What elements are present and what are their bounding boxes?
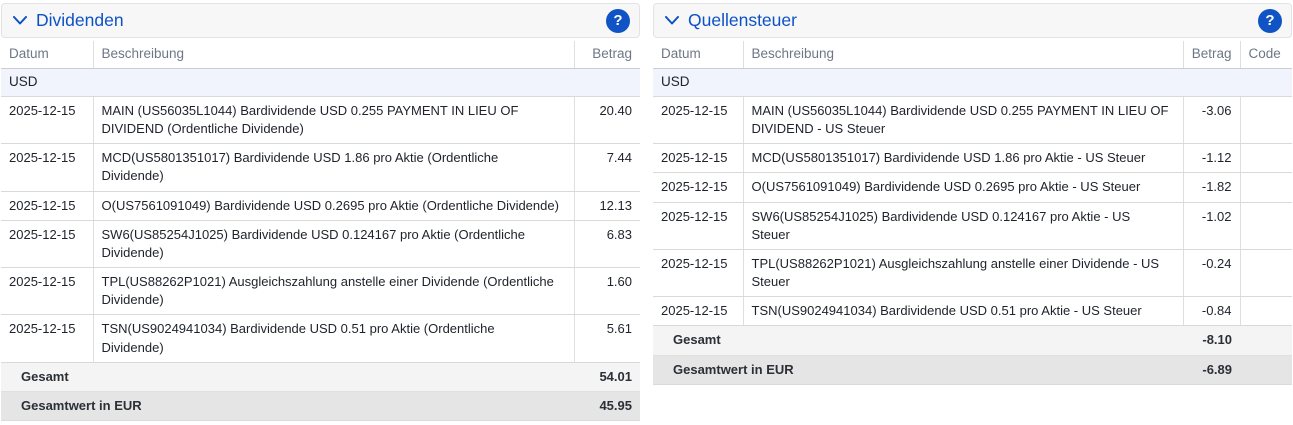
table-row: 2025-12-15 MAIN (US56035L1044) Bardivide… (653, 96, 1292, 145)
date-cell: 2025-12-15 (653, 296, 743, 327)
table-row: 2025-12-15 MCD(US5801351017) Bardividend… (1, 143, 640, 192)
description-cell: TSN(US9024941034) Bardividende USD 0.51 … (92, 314, 574, 363)
total-eur-label: Gesamtwert in EUR (653, 355, 1183, 385)
dividends-section-header[interactable]: Dividenden ? (1, 3, 640, 38)
table-row: 2025-12-15 SW6(US85254J1025) Bardividend… (653, 202, 1292, 250)
total-eur-label: Gesamtwert in EUR (1, 391, 574, 422)
section-title: Quellensteuer (688, 10, 797, 30)
description-cell: TPL(US88262P1021) Ausgleichszahlung anst… (742, 249, 1183, 298)
date-cell: 2025-12-15 (653, 249, 743, 298)
chevron-down-icon[interactable] (13, 16, 27, 25)
amount-cell: 12.13 (573, 191, 640, 221)
column-header-description: Beschreibung (742, 41, 1183, 69)
code-cell (1239, 202, 1292, 250)
code-cell (1240, 325, 1292, 356)
help-icon[interactable]: ? (606, 8, 630, 33)
amount-cell: 6.83 (573, 220, 640, 269)
total-amount: -8.10 (1183, 325, 1240, 356)
withholding-tax-section: Quellensteuer ? Datum Beschreibung Betra… (653, 3, 1292, 421)
withholding-tax-table: Datum Beschreibung Betrag Code USD 2025-… (653, 41, 1292, 385)
date-cell: 2025-12-15 (1, 267, 93, 316)
table-row: 2025-12-15 SW6(US85254J1025) Bardividend… (1, 220, 640, 269)
chevron-down-icon[interactable] (665, 16, 679, 25)
total-eur-amount: 45.95 (574, 391, 640, 422)
date-cell: 2025-12-15 (1, 143, 93, 192)
table-row: 2025-12-15 TPL(US88262P1021) Ausgleichsz… (653, 249, 1292, 298)
column-header-code: Code (1239, 41, 1292, 69)
table-row: 2025-12-15 O(US7561091049) Bardividende … (1, 191, 640, 221)
withholding-tax-section-header[interactable]: Quellensteuer ? (653, 3, 1292, 38)
column-header-amount: Betrag (1182, 41, 1240, 69)
description-cell: TPL(US88262P1021) Ausgleichszahlung anst… (92, 267, 574, 316)
currency-group-row: USD (1, 68, 640, 97)
description-cell: MCD(US5801351017) Bardividende USD 1.86 … (742, 143, 1183, 174)
amount-cell: -1.82 (1182, 172, 1240, 203)
table-row: 2025-12-15 TSN(US9024941034) Bardividend… (1, 314, 640, 363)
date-cell: 2025-12-15 (1, 96, 93, 145)
description-cell: MCD(US5801351017) Bardividende USD 1.86 … (92, 143, 574, 192)
dividends-section: Dividenden ? Datum Beschreibung Betrag U… (1, 3, 640, 422)
total-label: Gesamt (653, 325, 1183, 356)
date-cell: 2025-12-15 (1, 314, 93, 363)
amount-cell: 20.40 (573, 96, 640, 145)
total-row: Gesamt -8.10 (653, 325, 1292, 356)
date-cell: 2025-12-15 (653, 96, 743, 145)
date-cell: 2025-12-15 (1, 220, 93, 269)
amount-cell: -3.06 (1182, 96, 1240, 145)
amount-cell: 7.44 (573, 143, 640, 192)
table-row: 2025-12-15 TSN(US9024941034) Bardividend… (653, 296, 1292, 327)
total-row: Gesamt 54.01 (1, 362, 640, 393)
table-header-row: Datum Beschreibung Betrag Code (653, 41, 1292, 69)
amount-cell: -0.84 (1182, 296, 1240, 327)
code-cell (1239, 296, 1292, 327)
description-cell: SW6(US85254J1025) Bardividende USD 0.124… (742, 202, 1183, 250)
date-cell: 2025-12-15 (1, 191, 93, 221)
code-cell (1239, 143, 1292, 174)
total-eur-amount: -6.89 (1183, 355, 1240, 385)
column-header-date: Datum (1, 41, 93, 69)
amount-cell: -0.24 (1182, 249, 1240, 298)
date-cell: 2025-12-15 (653, 202, 743, 250)
currency-label: USD (1, 68, 640, 97)
currency-label: USD (653, 68, 1292, 97)
column-header-date: Datum (653, 41, 743, 69)
amount-cell: 5.61 (573, 314, 640, 363)
date-cell: 2025-12-15 (653, 172, 743, 203)
description-cell: O(US7561091049) Bardividende USD 0.2695 … (742, 172, 1183, 203)
description-cell: MAIN (US56035L1044) Bardividende USD 0.2… (742, 96, 1183, 145)
column-header-amount: Betrag (573, 41, 640, 69)
total-label: Gesamt (1, 362, 574, 393)
code-cell (1239, 249, 1292, 298)
description-cell: O(US7561091049) Bardividende USD 0.2695 … (92, 191, 574, 221)
table-row: 2025-12-15 TPL(US88262P1021) Ausgleichsz… (1, 267, 640, 316)
amount-cell: 1.60 (573, 267, 640, 316)
description-cell: SW6(US85254J1025) Bardividende USD 0.124… (92, 220, 574, 269)
amount-cell: -1.02 (1182, 202, 1240, 250)
table-row: 2025-12-15 O(US7561091049) Bardividende … (653, 172, 1292, 203)
date-cell: 2025-12-15 (653, 143, 743, 174)
amount-cell: -1.12 (1182, 143, 1240, 174)
dividends-table: Datum Beschreibung Betrag USD 2025-12-15… (1, 41, 640, 422)
total-amount: 54.01 (574, 362, 640, 393)
description-cell: TSN(US9024941034) Bardividende USD 0.51 … (742, 296, 1183, 327)
total-eur-row: Gesamtwert in EUR -6.89 (653, 355, 1292, 385)
description-cell: MAIN (US56035L1044) Bardividende USD 0.2… (92, 96, 574, 145)
table-header-row: Datum Beschreibung Betrag (1, 41, 640, 69)
help-icon[interactable]: ? (1258, 8, 1282, 33)
code-cell (1239, 96, 1292, 145)
section-title: Dividenden (36, 10, 124, 30)
total-eur-row: Gesamtwert in EUR 45.95 (1, 391, 640, 422)
code-cell (1239, 172, 1292, 203)
code-cell (1240, 355, 1292, 385)
table-row: 2025-12-15 MAIN (US56035L1044) Bardivide… (1, 96, 640, 145)
table-row: 2025-12-15 MCD(US5801351017) Bardividend… (653, 143, 1292, 174)
column-header-description: Beschreibung (92, 41, 574, 69)
currency-group-row: USD (653, 68, 1292, 97)
